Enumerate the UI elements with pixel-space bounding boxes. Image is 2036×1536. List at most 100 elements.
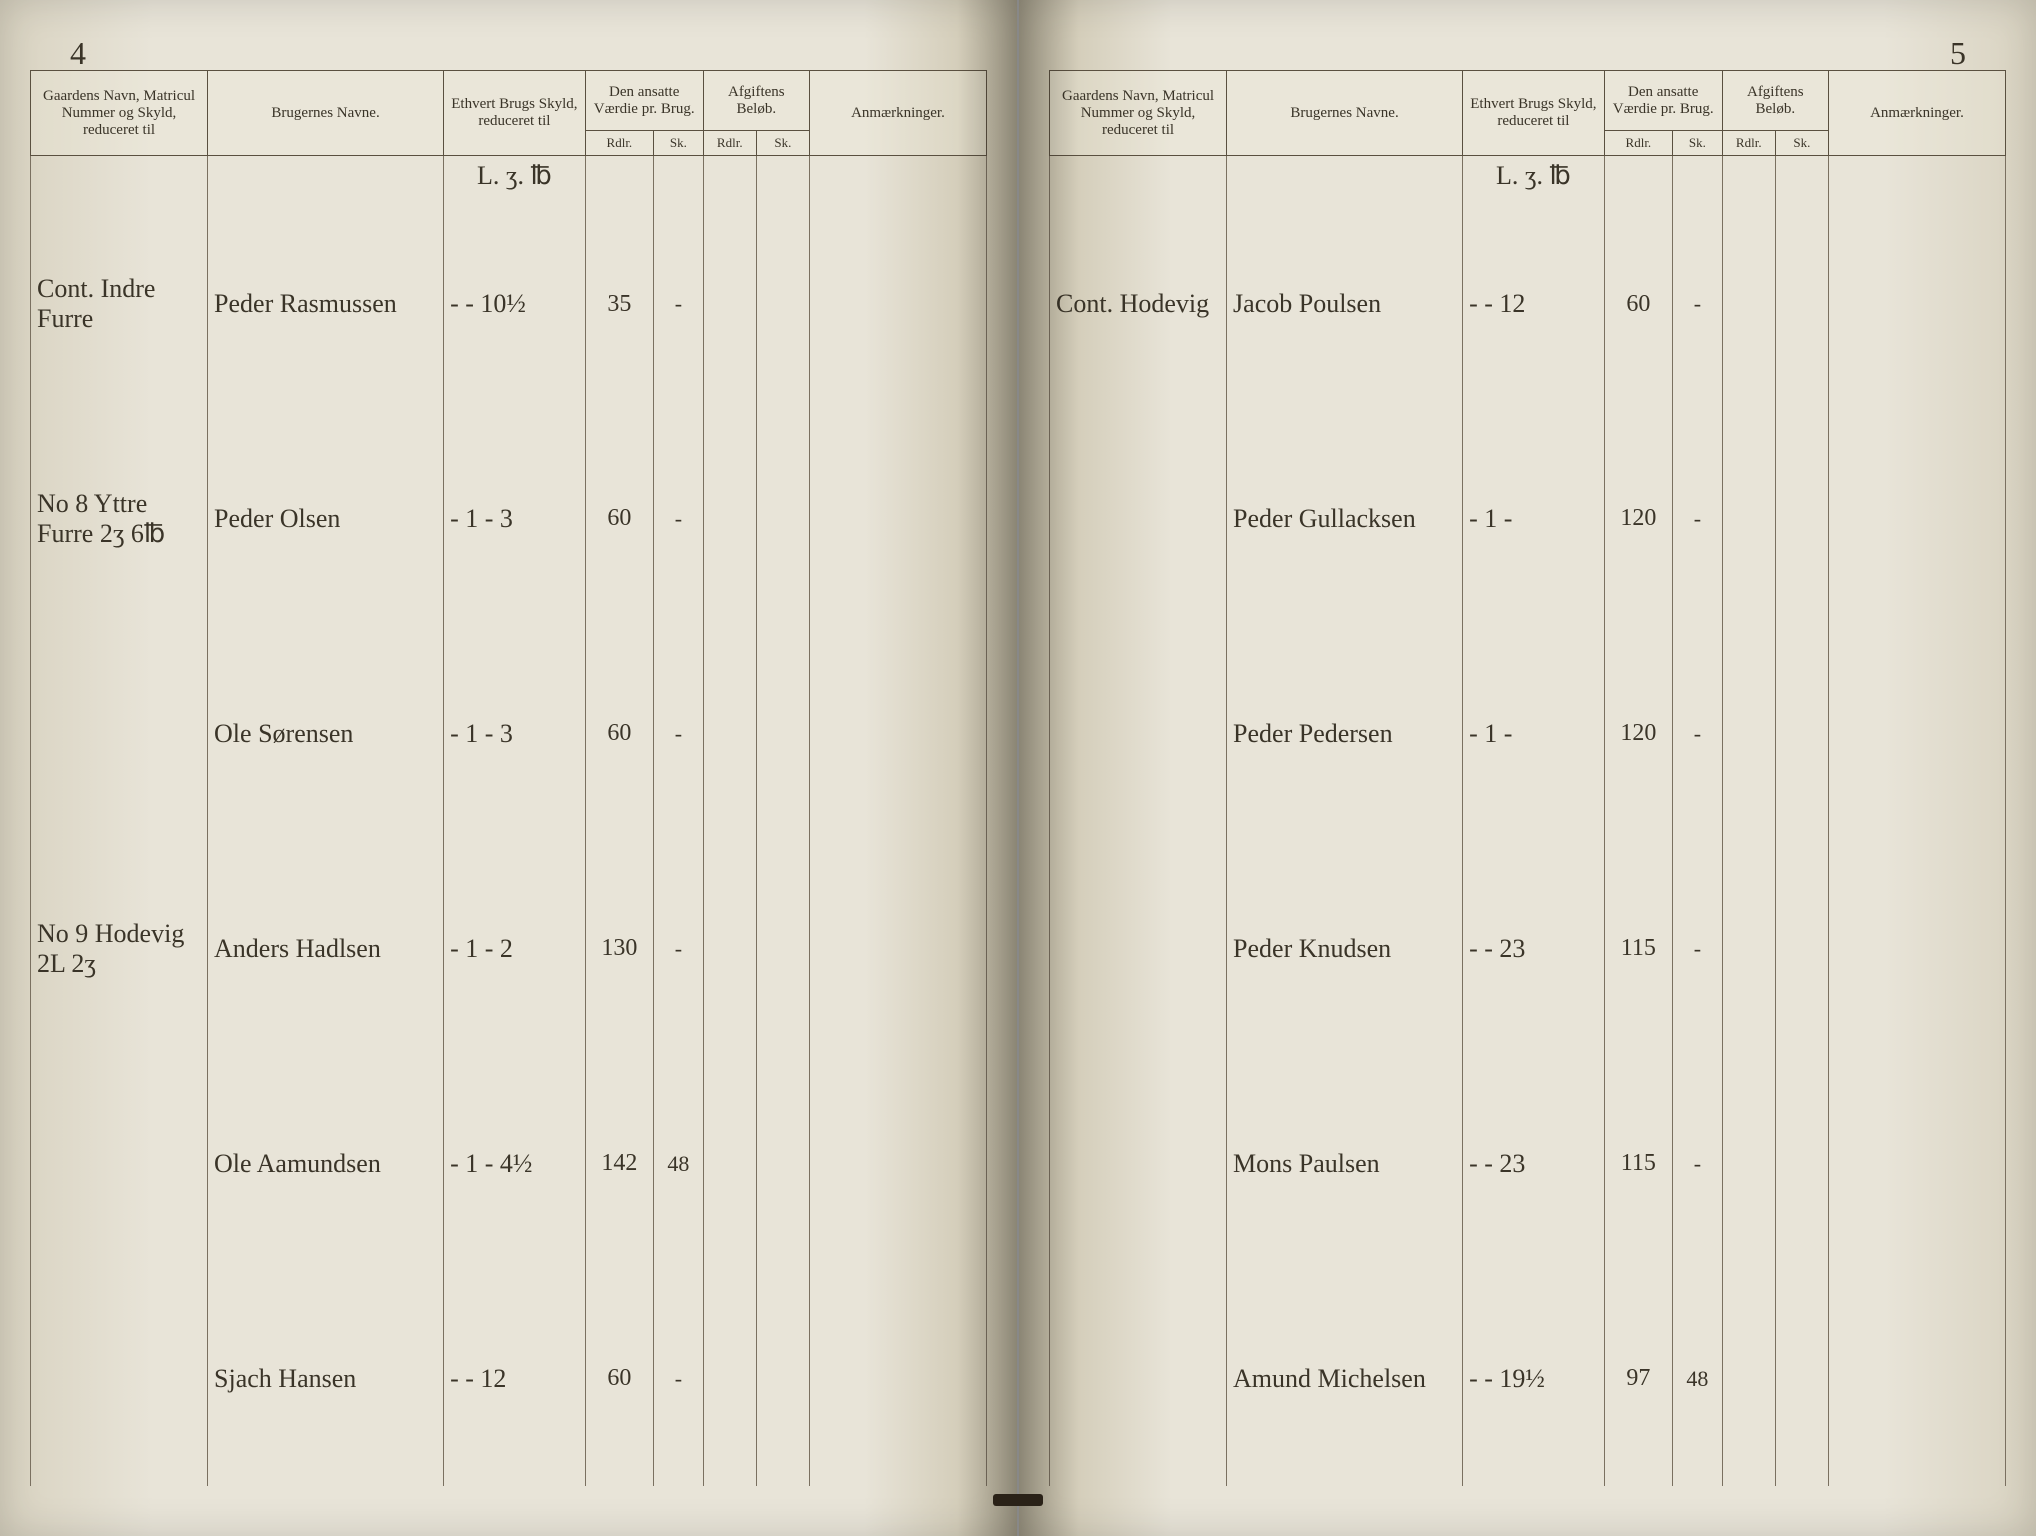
cell-gaard bbox=[31, 1056, 208, 1271]
cell-vaerdie-s: - bbox=[1673, 197, 1723, 412]
cell-bruger: Ole Sørensen bbox=[208, 626, 444, 841]
header-bruger: Brugernes Navne. bbox=[1227, 71, 1463, 156]
cell-afgift-r bbox=[1722, 1056, 1775, 1271]
table-row: Ole Aamundsen - 1 - 4½ 142 48 bbox=[31, 1056, 987, 1271]
cell-afgift-r bbox=[1722, 626, 1775, 841]
table-row: Cont. Indre Furre Peder Rasmussen - - 10… bbox=[31, 197, 987, 412]
header-skyld: Ethvert Brugs Skyld, reduceret til bbox=[1463, 71, 1605, 156]
cell-gaard bbox=[1050, 841, 1227, 1056]
table-row: Cont. Hodevig Jacob Poulsen - - 12 60 - bbox=[1050, 197, 2006, 412]
cell-gaard bbox=[31, 626, 208, 841]
cell-vaerdie-r: 120 bbox=[1604, 626, 1672, 841]
cell-vaerdie-s: - bbox=[654, 841, 704, 1056]
cell-anm bbox=[1828, 841, 2005, 1056]
cell-afgift-r bbox=[1722, 841, 1775, 1056]
subhead-rdlr: Rdlr. bbox=[703, 131, 756, 156]
cell-afgift-s bbox=[1775, 412, 1828, 627]
left-page: 4 Gaardens Navn, Matricul Nummer og Skyl… bbox=[0, 0, 1019, 1536]
cell-bruger: Peder Knudsen bbox=[1227, 841, 1463, 1056]
cell-vaerdie-r: 115 bbox=[1604, 1056, 1672, 1271]
cell-vaerdie-s: - bbox=[654, 412, 704, 627]
cell-gaard bbox=[1050, 1056, 1227, 1271]
cell-gaard bbox=[1050, 626, 1227, 841]
cell-gaard bbox=[1050, 412, 1227, 627]
table-row: Sjach Hansen - - 12 60 - bbox=[31, 1271, 987, 1486]
page-number-left: 4 bbox=[70, 35, 86, 72]
ledger-body-right: L. ʒ. ℔ Cont. Hodevig Jacob Poulsen - - … bbox=[1050, 156, 2006, 1487]
table-row: Ole Sørensen - 1 - 3 60 - bbox=[31, 626, 987, 841]
header-gaard: Gaardens Navn, Matricul Nummer og Skyld,… bbox=[31, 71, 208, 156]
cell-anm bbox=[1828, 197, 2005, 412]
cell-afgift-s bbox=[756, 197, 809, 412]
ledger-table-right: Gaardens Navn, Matricul Nummer og Skyld,… bbox=[1049, 70, 2006, 1486]
cell-afgift-r bbox=[1722, 1271, 1775, 1486]
cell-afgift-r bbox=[703, 197, 756, 412]
cell-bruger: Sjach Hansen bbox=[208, 1271, 444, 1486]
cell-bruger: Mons Paulsen bbox=[1227, 1056, 1463, 1271]
cell-anm bbox=[809, 1056, 986, 1271]
cell-skyld: - 1 - 4½ bbox=[444, 1056, 586, 1271]
subhead-rdlr: Rdlr. bbox=[1722, 131, 1775, 156]
cell-anm bbox=[1828, 1271, 2005, 1486]
cell-anm bbox=[809, 197, 986, 412]
cell-bruger: Amund Michelsen bbox=[1227, 1271, 1463, 1486]
cell-anm bbox=[1828, 412, 2005, 627]
cell-vaerdie-r: 97 bbox=[1604, 1271, 1672, 1486]
table-row: Peder Knudsen - - 23 115 - bbox=[1050, 841, 2006, 1056]
table-row: Mons Paulsen - - 23 115 - bbox=[1050, 1056, 2006, 1271]
cell-afgift-r bbox=[703, 1271, 756, 1486]
subhead-sk: Sk. bbox=[1673, 131, 1723, 156]
cell-vaerdie-s: 48 bbox=[654, 1056, 704, 1271]
cell-skyld: - 1 - 3 bbox=[444, 412, 586, 627]
cell-gaard bbox=[31, 1271, 208, 1486]
header-vaerdie: Den ansatte Værdie pr. Brug. bbox=[585, 71, 703, 131]
cell-afgift-s bbox=[1775, 197, 1828, 412]
cell-skyld: - 1 - 3 bbox=[444, 626, 586, 841]
header-skyld: Ethvert Brugs Skyld, reduceret til bbox=[444, 71, 586, 156]
cell-vaerdie-s: - bbox=[1673, 1056, 1723, 1271]
ledger-book: 4 Gaardens Navn, Matricul Nummer og Skyl… bbox=[0, 0, 2036, 1536]
skyld-sub-row: L. ʒ. ℔ bbox=[31, 156, 987, 197]
cell-anm bbox=[1828, 1056, 2005, 1271]
right-page: 5 Gaardens Navn, Matricul Nummer og Skyl… bbox=[1019, 0, 2036, 1536]
cell-afgift-s bbox=[756, 626, 809, 841]
skyld-subheader: L. ʒ. ℔ bbox=[444, 156, 586, 197]
cell-gaard: Cont. Hodevig bbox=[1050, 197, 1227, 412]
cell-vaerdie-s: - bbox=[654, 1271, 704, 1486]
cell-vaerdie-r: 60 bbox=[585, 412, 653, 627]
ledger-table-left: Gaardens Navn, Matricul Nummer og Skyld,… bbox=[30, 70, 987, 1486]
subhead-sk: Sk. bbox=[1775, 131, 1828, 156]
skyld-subheader: L. ʒ. ℔ bbox=[1463, 156, 1605, 197]
cell-afgift-s bbox=[1775, 1271, 1828, 1486]
cell-bruger: Ole Aamundsen bbox=[208, 1056, 444, 1271]
cell-vaerdie-r: 60 bbox=[585, 626, 653, 841]
cell-bruger: Anders Hadlsen bbox=[208, 841, 444, 1056]
cell-vaerdie-s: 48 bbox=[1673, 1271, 1723, 1486]
cell-vaerdie-s: - bbox=[654, 626, 704, 841]
cell-vaerdie-r: 142 bbox=[585, 1056, 653, 1271]
cell-skyld: - 1 - 2 bbox=[444, 841, 586, 1056]
cell-skyld: - - 23 bbox=[1463, 1056, 1605, 1271]
cell-bruger: Peder Rasmussen bbox=[208, 197, 444, 412]
cell-skyld: - - 12 bbox=[1463, 197, 1605, 412]
table-row: No 9 Hodevig 2L 2ʒ Anders Hadlsen - 1 - … bbox=[31, 841, 987, 1056]
cell-afgift-r bbox=[1722, 197, 1775, 412]
cell-afgift-s bbox=[756, 1271, 809, 1486]
binding-stitch bbox=[993, 1494, 1043, 1506]
header-anm: Anmærkninger. bbox=[809, 71, 986, 156]
cell-afgift-r bbox=[703, 1056, 756, 1271]
cell-afgift-r bbox=[703, 841, 756, 1056]
page-number-right: 5 bbox=[1950, 35, 1966, 72]
cell-afgift-s bbox=[756, 1056, 809, 1271]
table-row: Amund Michelsen - - 19½ 97 48 bbox=[1050, 1271, 2006, 1486]
cell-afgift-s bbox=[1775, 626, 1828, 841]
table-row: Peder Pedersen - 1 - 120 - bbox=[1050, 626, 2006, 841]
table-row: Peder Gullacksen - 1 - 120 - bbox=[1050, 412, 2006, 627]
cell-bruger: Peder Pedersen bbox=[1227, 626, 1463, 841]
cell-vaerdie-s: - bbox=[654, 197, 704, 412]
cell-anm bbox=[809, 841, 986, 1056]
cell-vaerdie-s: - bbox=[1673, 626, 1723, 841]
skyld-sub-row: L. ʒ. ℔ bbox=[1050, 156, 2006, 197]
cell-skyld: - 1 - bbox=[1463, 412, 1605, 627]
cell-anm bbox=[809, 1271, 986, 1486]
